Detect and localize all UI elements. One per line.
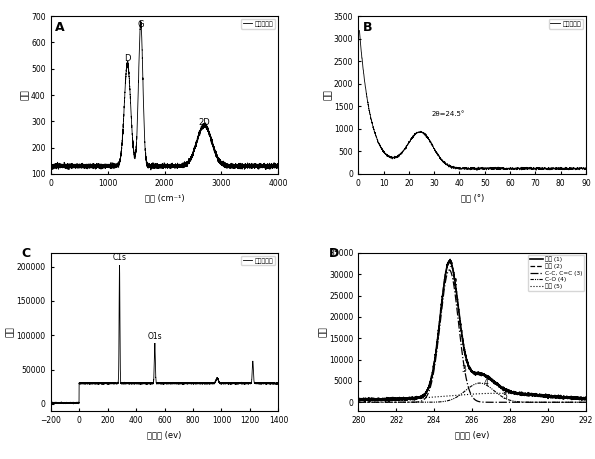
- Line: 拟合 (2): 拟合 (2): [358, 262, 586, 400]
- Line: C-O (4): C-O (4): [358, 383, 586, 402]
- 拟合 (2): [361, 397, 368, 403]
- Text: 3: 3: [462, 365, 466, 375]
- C-C, C=C (3): [386, 399, 393, 405]
- 拟合 (2): [548, 394, 555, 399]
- X-axis label: 结合能 (ev): 结合能 (ev): [455, 430, 489, 439]
- C-C, C=C (3): [548, 399, 555, 405]
- C-O (4): [476, 381, 483, 386]
- C-C, C=C (3): [583, 399, 590, 405]
- 原始 (1): [458, 331, 465, 337]
- Y-axis label: 强度: 强度: [318, 326, 328, 337]
- C-O (4): [583, 399, 590, 405]
- Y-axis label: 强度: 强度: [324, 90, 333, 101]
- C-C, C=C (3): [446, 267, 453, 273]
- Y-axis label: 强度: 强度: [21, 90, 30, 101]
- Y-axis label: 强度: 强度: [6, 326, 15, 337]
- Text: D: D: [328, 246, 339, 260]
- 背景 (5): [355, 397, 362, 403]
- C-C, C=C (3): [361, 399, 368, 405]
- 拟合 (2): [386, 397, 393, 402]
- C-O (4): [458, 391, 465, 397]
- Line: 背景 (5): 背景 (5): [358, 393, 586, 400]
- 原始 (1): [548, 394, 555, 399]
- 原始 (1): [447, 257, 454, 262]
- Line: 原始 (1): 原始 (1): [358, 259, 586, 402]
- Text: 5: 5: [503, 392, 508, 401]
- X-axis label: 角度 (°): 角度 (°): [461, 193, 484, 202]
- C-C, C=C (3): [380, 399, 387, 405]
- Text: 4: 4: [484, 378, 488, 387]
- Text: C: C: [21, 246, 30, 260]
- C-C, C=C (3): [372, 399, 380, 405]
- Text: 2: 2: [453, 278, 458, 287]
- 原始 (1): [361, 396, 368, 402]
- 拟合 (2): [458, 331, 465, 336]
- 原始 (1): [361, 399, 368, 404]
- Text: D: D: [124, 54, 131, 63]
- 原始 (1): [583, 396, 590, 402]
- Text: G: G: [137, 20, 144, 28]
- C-O (4): [548, 399, 555, 405]
- Legend: 原始 (1), 拟合 (2), C-C, C=C (3), C-O (4), 背景 (5): 原始 (1), 拟合 (2), C-C, C=C (3), C-O (4), 背…: [528, 255, 584, 291]
- Text: C1s: C1s: [112, 253, 127, 262]
- Text: A: A: [55, 21, 65, 34]
- 背景 (5): [361, 397, 368, 403]
- 背景 (5): [493, 391, 500, 396]
- 拟合 (2): [355, 397, 362, 403]
- 背景 (5): [548, 394, 555, 399]
- 背景 (5): [372, 397, 380, 402]
- 背景 (5): [583, 396, 590, 401]
- 拟合 (2): [583, 396, 590, 401]
- Legend: 多孔石墨烯: 多孔石墨烯: [241, 256, 275, 265]
- Text: 1: 1: [449, 260, 453, 269]
- C-O (4): [380, 399, 387, 405]
- 背景 (5): [380, 397, 387, 402]
- X-axis label: 波数 (cm⁻¹): 波数 (cm⁻¹): [145, 193, 184, 202]
- Text: 2D: 2D: [199, 118, 210, 127]
- 拟合 (2): [380, 397, 387, 402]
- C-O (4): [355, 399, 362, 405]
- Text: 2θ=24.5°: 2θ=24.5°: [431, 111, 465, 117]
- Text: O1s: O1s: [148, 332, 162, 341]
- C-O (4): [361, 399, 368, 405]
- 背景 (5): [386, 397, 393, 402]
- C-C, C=C (3): [355, 399, 362, 405]
- Text: B: B: [363, 21, 372, 34]
- Legend: 多孔石墨烯: 多孔石墨烯: [241, 19, 275, 28]
- C-C, C=C (3): [458, 347, 465, 353]
- Line: C-C, C=C (3): C-C, C=C (3): [358, 270, 586, 402]
- C-O (4): [372, 399, 380, 405]
- 原始 (1): [380, 397, 387, 403]
- 背景 (5): [458, 392, 465, 397]
- 拟合 (2): [446, 259, 453, 264]
- 原始 (1): [386, 397, 393, 402]
- 拟合 (2): [372, 397, 380, 402]
- 原始 (1): [355, 397, 362, 402]
- C-O (4): [386, 399, 393, 405]
- Legend: 多孔石墨烯: 多孔石墨烯: [549, 19, 583, 28]
- X-axis label: 结合能 (ev): 结合能 (ev): [148, 430, 181, 439]
- 原始 (1): [372, 397, 380, 402]
